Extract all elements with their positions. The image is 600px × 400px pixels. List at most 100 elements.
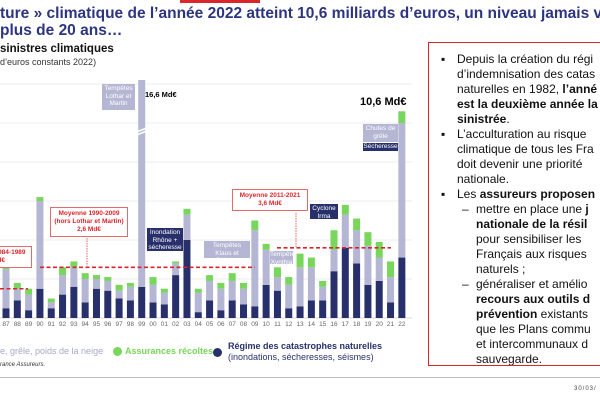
x-tick-label: 21 (387, 321, 395, 328)
bullet-icon: ▪ (441, 52, 446, 66)
panel-text: existants (537, 307, 589, 321)
panel-line: nationale de la résil (476, 217, 587, 231)
bar-segment-02-0 (172, 275, 180, 318)
bar-segment-95-2 (92, 275, 100, 279)
bar-segment-03-0 (183, 240, 191, 318)
bar-segment-16-2 (330, 230, 338, 250)
bar-segment-07-1 (228, 280, 236, 301)
panel-text-bold: est la deuxième année la (457, 97, 598, 111)
bar-segment-02-2 (172, 261, 180, 264)
panel-line: doit devenir une priorité (457, 157, 582, 171)
bar-segment-14-1 (307, 267, 315, 301)
panel-text-bold: recours aux outils d (476, 292, 591, 306)
bar-segment-09-1 (251, 230, 259, 307)
panel-text: Les (457, 187, 480, 201)
bar-segment-96-0 (104, 290, 112, 318)
panel-text: doit devenir une priorité (457, 157, 583, 171)
footer-divider (0, 377, 600, 378)
bar-segment-01-1 (160, 292, 168, 305)
x-tick-label: 05 (206, 321, 214, 328)
bar-segment-95-1 (92, 279, 100, 289)
bar-segment-14-2 (307, 257, 315, 268)
bar-segment-06-2 (217, 282, 225, 289)
x-tick-label: 06 (217, 321, 225, 328)
bar-segment-95-0 (92, 288, 100, 318)
mean-label-line: Moyenne 2011-2021 (239, 192, 301, 199)
bullet-icon: ▪ (441, 127, 446, 141)
bar-segment-04-0 (194, 312, 202, 318)
panel-line: nationale. (457, 172, 509, 186)
bar-segment-21-0 (387, 302, 395, 318)
bar-segment-04-2 (194, 288, 202, 293)
x-tick-label: 93 (70, 321, 78, 328)
panel-line: et intercommunaux d (476, 337, 588, 351)
panel-line: naturels ; (476, 262, 525, 276)
bar-segment-00-2 (149, 277, 157, 285)
key-points-panel: ▪ Depuis la création du régi d’indemnisati… (428, 42, 600, 366)
bar-segment-21-1 (387, 277, 395, 303)
bar-segment-22-1 (398, 123, 406, 258)
bar-segment-91-2 (47, 298, 55, 303)
bar-segment-96-2 (104, 277, 112, 281)
bar-segment-07-2 (228, 273, 236, 281)
bar-segment-08-2 (240, 282, 248, 289)
bar-segment-88-1 (13, 288, 21, 301)
x-tick-label: 94 (82, 321, 90, 328)
bar-segment-20-1 (375, 257, 383, 281)
bar-segment-22-2 (398, 111, 406, 123)
top-accent-bar (180, 0, 260, 3)
legend-catnat: Régime des catastrophes naturelles (228, 341, 383, 351)
x-tick-label: 20 (376, 321, 384, 328)
mean-2011-2021-label: Moyenne 2011-2021 3,6 Md€ (232, 189, 308, 211)
bar-segment-03-2 (183, 208, 191, 215)
bar-segment-93-0 (70, 286, 78, 318)
panel-text: naturelles en 1982, (457, 82, 563, 96)
annotation-secheresse: Sécheresse (363, 143, 398, 151)
mean-label-line: Md€ (0, 257, 5, 264)
panel-text-bold: assureurs proposen (479, 187, 596, 201)
x-tick-label: 01 (161, 321, 169, 328)
panel-text: . (506, 112, 510, 126)
panel-text: que les Plans commu (476, 322, 591, 336)
bar-segment-09-0 (251, 306, 259, 318)
bar-segment-92-2 (59, 267, 67, 276)
bar-segment-05-2 (206, 275, 214, 281)
bar-segment-18-2 (353, 218, 361, 231)
panel-line: d’indemnisation des catas (457, 67, 595, 81)
x-tick-label: 03 (183, 321, 191, 328)
x-tick-label: 11 (274, 321, 281, 328)
bar-segment-06-1 (217, 288, 225, 311)
bar-segment-11-0 (273, 290, 281, 318)
chart-title: sinistres climatiques (0, 43, 114, 55)
x-tick-label: 98 (127, 321, 135, 328)
slide-title-line1: ture » climatique de l’année 2022 attein… (0, 5, 600, 22)
bar-segment-87-1 (2, 269, 10, 309)
x-tick-label: 87 (2, 321, 10, 328)
bar-segment-92-0 (59, 294, 67, 318)
bar-segment-16-1 (330, 249, 338, 272)
bar-segment-19-0 (364, 284, 372, 318)
legend-tgn: e, grêle, poids de la neige (0, 346, 104, 356)
bar-segment-89-2 (25, 288, 33, 295)
bar-segment-01-0 (160, 304, 168, 318)
bar-segment-92-1 (59, 275, 67, 295)
panel-text-bold: prévention (476, 307, 538, 321)
mean-label-line: 2,6 Md€ (77, 226, 101, 233)
bar-segment-94-1 (81, 279, 89, 303)
annotation-xynthia: Tempête Xynthia (270, 251, 295, 266)
panel-line: Français aux risques (476, 247, 587, 261)
panel-text: et intercommunaux d (476, 337, 589, 351)
x-tick-label: 09 (251, 321, 259, 328)
panel-line: naturelles en 1982, l’anné (457, 82, 597, 96)
x-tick-label: 95 (93, 321, 101, 328)
bar-segment-99-0 (138, 286, 146, 318)
bar-segment-04-1 (194, 292, 202, 313)
panel-line: sinistrée. (457, 112, 510, 126)
x-tick-label: 00 (149, 321, 157, 328)
bar-segment-09-2 (251, 220, 259, 231)
x-tick-label: 02 (172, 321, 180, 328)
x-tick-label: 12 (285, 321, 293, 328)
panel-text-bold: j (585, 202, 589, 216)
x-tick-label: 08 (240, 321, 248, 328)
footer-date: 30/03/ (574, 386, 597, 392)
